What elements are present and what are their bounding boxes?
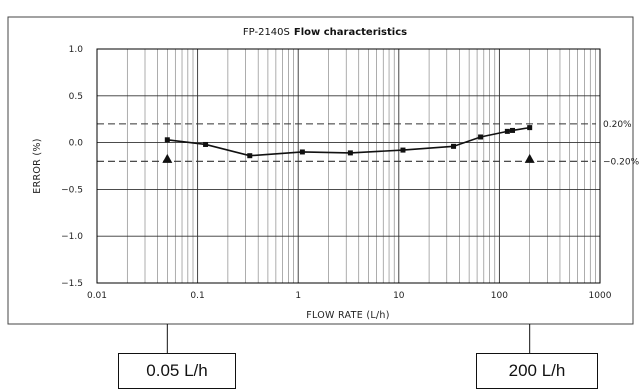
x-axis-label: FLOW RATE (L/h)	[306, 310, 390, 321]
reference-line-label: 0.20%	[603, 120, 632, 130]
data-point	[299, 149, 305, 155]
plot-area-border	[96, 48, 601, 284]
y-tick-label: 0.5	[69, 92, 83, 102]
min-flow-label: 0.05 L/h	[146, 361, 208, 380]
chart-title-model: FP-2140S	[243, 27, 290, 38]
reference-lines: 0.20% −0.20%	[97, 120, 640, 167]
data-point	[247, 153, 253, 159]
x-tick-label: 1	[295, 291, 301, 301]
data-point	[347, 150, 353, 156]
data-point	[527, 125, 533, 131]
y-tick-label: −1.0	[61, 232, 83, 242]
reference-line-label: −0.20%	[603, 157, 640, 167]
max-flow-callout: 200 L/h	[476, 353, 598, 389]
y-tick-label: 0.0	[69, 139, 84, 149]
chart-frame	[7, 16, 634, 325]
data-point	[400, 147, 406, 153]
data-point	[203, 141, 209, 147]
data-point	[451, 143, 457, 149]
x-tick-label: 0.1	[190, 291, 204, 301]
y-tick-label: 1.0	[69, 45, 84, 55]
data-point	[510, 127, 516, 133]
tick-labels: 0.01 0.1 1 10 100 1000 1.0 0.5 0.0 −0.5 −1.0 −1.5	[61, 45, 612, 301]
data-point	[164, 137, 170, 143]
data-point	[504, 128, 510, 134]
x-tick-label: 100	[491, 291, 508, 301]
chart-title-rest: Flow characteristics	[294, 27, 407, 38]
x-tick-label: 1000	[589, 291, 612, 301]
range-marker-triangle	[162, 153, 173, 163]
range-marker-triangle	[524, 153, 535, 163]
x-tick-label: 10	[393, 291, 405, 301]
max-flow-label: 200 L/h	[508, 361, 566, 380]
x-tick-label: 0.01	[87, 291, 107, 301]
y-tick-label: −0.5	[61, 185, 83, 195]
y-axis-label: ERROR (%)	[32, 138, 43, 193]
data-point	[478, 134, 484, 140]
chart-title: FP-2140S Flow characteristics	[243, 27, 407, 38]
series	[164, 125, 533, 159]
y-tick-label: −1.5	[61, 279, 83, 289]
range-markers	[162, 153, 535, 353]
min-flow-callout: 0.05 L/h	[118, 353, 236, 389]
